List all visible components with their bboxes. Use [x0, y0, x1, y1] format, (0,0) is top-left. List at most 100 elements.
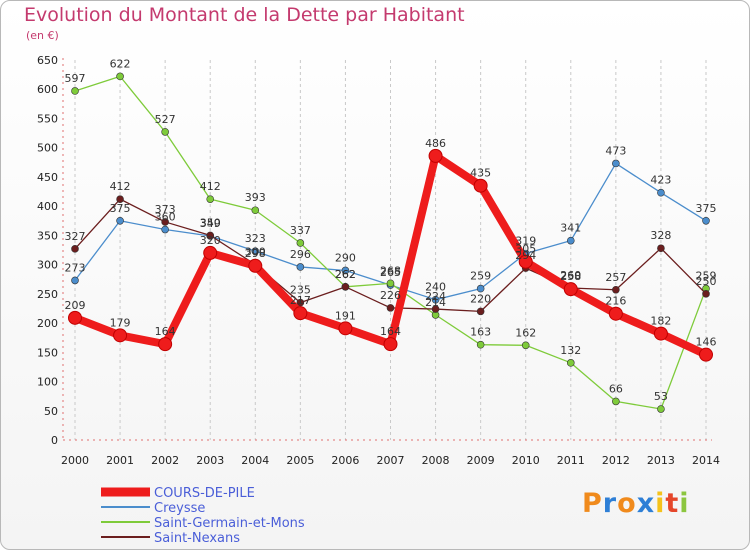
data-label: 66: [609, 382, 623, 395]
data-label: 217: [290, 294, 311, 307]
data-label: 268: [380, 264, 401, 277]
x-tick-label: 2000: [61, 454, 89, 467]
data-label: 327: [65, 230, 86, 243]
data-point: [702, 216, 710, 225]
data-label: 341: [560, 222, 581, 235]
data-label: 294: [515, 249, 536, 262]
data-label: 265: [380, 266, 401, 279]
data-point: [158, 337, 173, 352]
legend-label: COURS-DE-PILE: [154, 486, 255, 501]
chart-title: Evolution du Montant de la Dette par Hab…: [24, 4, 465, 26]
data-label: 373: [155, 203, 176, 216]
data-label: 214: [425, 296, 446, 309]
x-tick-label: 2004: [241, 454, 269, 467]
data-point: [296, 263, 305, 271]
data-label: 527: [155, 113, 176, 126]
y-tick-label: 50: [44, 405, 58, 418]
data-point: [657, 188, 665, 197]
y-tick-label: 0: [51, 434, 58, 447]
data-label: 435: [470, 167, 491, 180]
y-tick-label: 200: [37, 317, 58, 330]
data-point: [383, 337, 398, 352]
data-label: 423: [650, 174, 671, 187]
data-label: 300: [245, 246, 266, 259]
legend-label: Saint-Germain-et-Mons: [154, 516, 305, 531]
data-point: [386, 279, 395, 288]
data-label: 53: [654, 390, 668, 403]
data-point: [161, 225, 169, 234]
data-label: 349: [200, 217, 221, 230]
data-point: [206, 195, 215, 203]
logo-letter: i: [679, 488, 690, 519]
data-point: [386, 304, 395, 312]
data-label: 273: [65, 261, 86, 274]
data-point: [113, 328, 128, 343]
x-tick-label: 2008: [422, 454, 450, 467]
data-point: [653, 326, 668, 341]
data-point: [608, 306, 623, 321]
data-point: [612, 159, 620, 168]
data-label: 182: [650, 315, 671, 328]
logo-letter: i: [655, 488, 666, 519]
data-point: [71, 245, 79, 253]
data-point: [476, 307, 485, 316]
data-label: 262: [335, 268, 356, 281]
data-label: 262: [335, 268, 356, 281]
legend-label: Creysse: [154, 501, 205, 516]
x-tick-label: 2014: [692, 454, 720, 467]
data-label: 162: [515, 326, 536, 339]
x-tick-label: 2006: [331, 454, 359, 467]
x-tick-label: 2012: [602, 454, 630, 467]
x-tick-label: 2001: [106, 454, 134, 467]
data-label: 240: [425, 281, 446, 294]
logo-letter: r: [602, 488, 618, 519]
y-tick-label: 100: [37, 376, 58, 389]
data-point: [563, 282, 578, 297]
data-label: 224: [425, 290, 446, 303]
y-tick-label: 550: [37, 112, 58, 125]
data-point: [71, 87, 79, 95]
data-point: [116, 72, 124, 81]
data-label: 319: [515, 235, 536, 248]
data-label: 412: [110, 180, 131, 193]
x-tick-label: 2011: [557, 454, 585, 467]
data-label: 260: [560, 269, 581, 282]
logo-letter: P: [582, 488, 603, 519]
data-point: [431, 305, 440, 313]
x-tick-label: 2007: [377, 454, 405, 467]
data-label: 258: [560, 270, 581, 283]
data-label: 412: [200, 180, 221, 193]
y-tick-label: 600: [37, 83, 58, 96]
x-tick-label: 2005: [286, 454, 314, 467]
data-label: 350: [200, 216, 221, 229]
data-point: [251, 247, 260, 255]
data-point: [251, 206, 260, 215]
data-label: 290: [335, 251, 356, 264]
data-label: 257: [605, 271, 626, 284]
data-label: 473: [605, 144, 626, 157]
data-label: 298: [245, 247, 266, 260]
x-tick-label: 2013: [647, 454, 675, 467]
y-tick-label: 150: [37, 346, 58, 359]
logo-letter: x: [636, 488, 656, 519]
data-label: 337: [290, 224, 311, 237]
y-tick-label: 400: [37, 200, 58, 213]
data-point: [612, 397, 620, 406]
data-label: 375: [696, 202, 717, 215]
data-point: [296, 298, 305, 307]
data-point: [68, 310, 82, 325]
data-point: [206, 231, 215, 240]
data-label: 235: [290, 284, 311, 297]
data-label: 164: [380, 325, 401, 338]
data-point: [431, 295, 440, 304]
data-point: [657, 244, 665, 253]
y-tick-label: 650: [37, 54, 58, 67]
data-point: [338, 321, 353, 336]
x-tick-label: 2010: [512, 454, 540, 467]
logo-letter: t: [665, 488, 680, 519]
data-label: 191: [335, 309, 356, 322]
data-label: 486: [425, 137, 446, 150]
y-tick-label: 300: [37, 259, 58, 272]
